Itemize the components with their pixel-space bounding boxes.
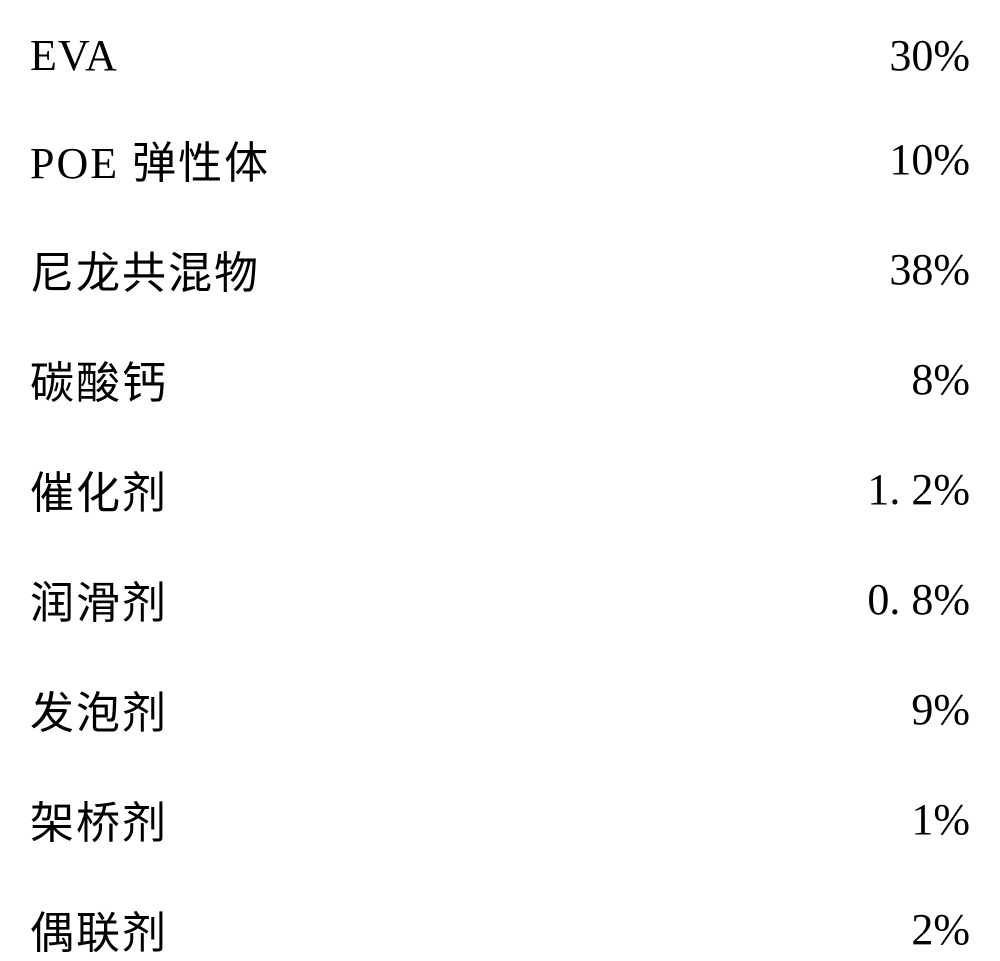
table-row: 发泡剂 9% <box>20 677 980 741</box>
table-row: 润滑剂 0. 8% <box>20 567 980 631</box>
table-row: 催化剂 1. 2% <box>20 457 980 521</box>
row-value: 8% <box>911 354 970 405</box>
row-label: 发泡剂 <box>30 677 168 741</box>
row-value: 2% <box>911 904 970 955</box>
row-value: 30% <box>889 30 970 81</box>
table-row: 碳酸钙 8% <box>20 347 980 411</box>
row-label: 尼龙共混物 <box>30 237 260 301</box>
table-row: POE 弹性体 10% <box>20 127 980 191</box>
row-label: 润滑剂 <box>30 567 168 631</box>
table-row: 偶联剂 2% <box>20 897 980 961</box>
row-label: 架桥剂 <box>30 787 168 851</box>
row-value: 9% <box>911 684 970 735</box>
row-label: 碳酸钙 <box>30 347 168 411</box>
table-row: EVA 30% <box>20 30 980 81</box>
row-label: 偶联剂 <box>30 897 168 961</box>
row-value: 1% <box>911 794 970 845</box>
row-label: POE 弹性体 <box>30 127 270 191</box>
row-value: 1. 2% <box>867 464 970 515</box>
composition-table: EVA 30% POE 弹性体 10% 尼龙共混物 38% 碳酸钙 8% 催化剂… <box>20 30 980 961</box>
row-value: 10% <box>889 134 970 185</box>
table-row: 架桥剂 1% <box>20 787 980 851</box>
row-label: EVA <box>30 30 118 81</box>
row-value: 38% <box>889 244 970 295</box>
row-label: 催化剂 <box>30 457 168 521</box>
row-value: 0. 8% <box>867 574 970 625</box>
table-row: 尼龙共混物 38% <box>20 237 980 301</box>
